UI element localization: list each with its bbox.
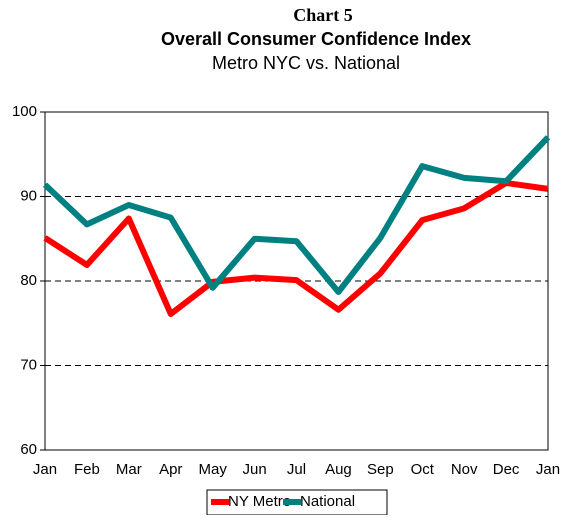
x-tick-label: Oct — [411, 461, 435, 478]
x-tick-label: Jul — [287, 461, 306, 478]
x-tick-label: Apr — [159, 461, 182, 478]
chart-title: Chart 5 — [293, 5, 353, 25]
x-tick-label: Jan — [536, 461, 560, 478]
chart-subtitle: Overall Consumer Confidence Index — [161, 29, 471, 49]
x-tick-label: May — [198, 461, 227, 478]
line — [43, 179, 549, 317]
y-tick-label: 80 — [20, 272, 37, 289]
x-tick-label: Aug — [325, 461, 352, 478]
y-tick-label: 60 — [20, 441, 37, 458]
x-tick-label: Jun — [242, 461, 266, 478]
y-tick-label: 70 — [20, 356, 37, 373]
y-tick-label: 100 — [12, 103, 37, 120]
line — [42, 135, 551, 295]
y-tick-label: 90 — [20, 187, 37, 204]
plot-border — [44, 111, 549, 451]
x-tick-label: Nov — [451, 461, 478, 478]
x-tick-label: Sep — [367, 461, 394, 478]
x-tick-label: Mar — [116, 461, 142, 478]
x-tick-label: Jan — [33, 461, 57, 478]
chart-subtitle: Metro NYC vs. National — [212, 53, 400, 73]
legend-label: National — [300, 493, 355, 510]
legend-label: NY Metro — [228, 493, 291, 510]
x-tick-label: Feb — [74, 461, 100, 478]
x-tick-label: Dec — [493, 461, 520, 478]
